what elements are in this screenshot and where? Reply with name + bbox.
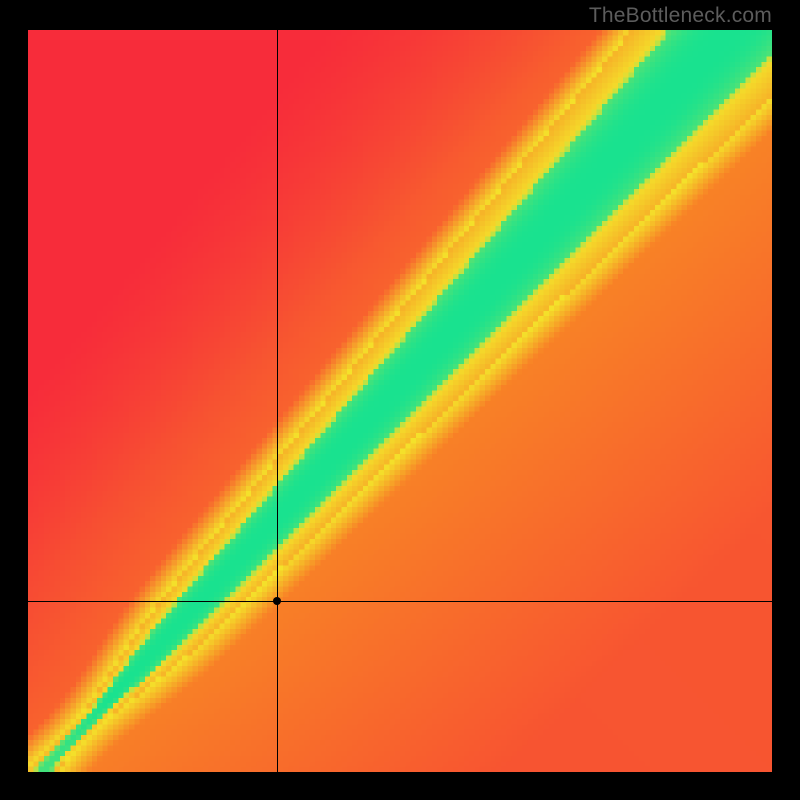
plot-area — [28, 30, 772, 772]
watermark-text: TheBottleneck.com — [589, 4, 772, 28]
heatmap-canvas — [28, 30, 772, 772]
figure-frame: TheBottleneck.com — [0, 0, 800, 800]
crosshair-vertical — [277, 30, 278, 772]
crosshair-horizontal — [28, 601, 772, 602]
